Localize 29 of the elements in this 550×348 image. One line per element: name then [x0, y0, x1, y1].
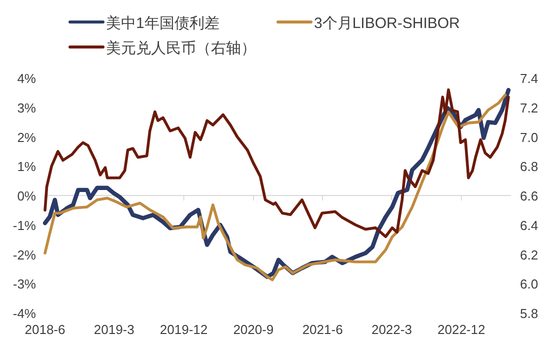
y2-tick-label: 7.4	[520, 71, 538, 86]
y-tick-label: 4%	[17, 71, 36, 86]
y2-tick-label: 6.6	[520, 188, 538, 204]
y2-tick-label: 6.2	[520, 247, 538, 262]
legend-label: 美中1年国债利差	[106, 15, 220, 32]
y-tick-label: -4%	[12, 306, 36, 321]
y-tick-label: 3%	[17, 100, 36, 116]
line-series	[44, 88, 510, 238]
x-tick-label: 2020-9	[233, 322, 274, 337]
legend-label: 美元兑人民币（右轴）	[106, 40, 256, 57]
legend-label: 3个月LIBOR-SHIBOR	[314, 15, 460, 32]
x-tick-label: 2019-12	[160, 322, 208, 337]
y2-tick-label: 6.8	[520, 159, 538, 174]
y-tick-label: -3%	[12, 276, 36, 292]
x-tick-label: 2018-6	[24, 322, 66, 337]
x-tick-label: 2022-3	[371, 322, 412, 337]
y-tick-label: -1%	[12, 218, 36, 233]
y-tick-label: 1%	[17, 159, 36, 174]
y2-tick-label: 5.8	[520, 306, 538, 321]
y2-tick-label: 6.0	[520, 276, 538, 292]
y2-tick-label: 7.2	[520, 100, 538, 116]
x-tick-label: 2022-12	[438, 322, 486, 337]
y-tick-label: -2%	[12, 247, 36, 262]
y2-tick-label: 7.0	[520, 130, 538, 145]
x-tick-label: 2019-3	[94, 322, 134, 337]
x-tick-label: 2021-6	[302, 322, 343, 337]
y2-tick-label: 6.4	[520, 218, 538, 233]
y-tick-label: 0%	[17, 188, 36, 204]
y-tick-label: 2%	[17, 130, 36, 145]
